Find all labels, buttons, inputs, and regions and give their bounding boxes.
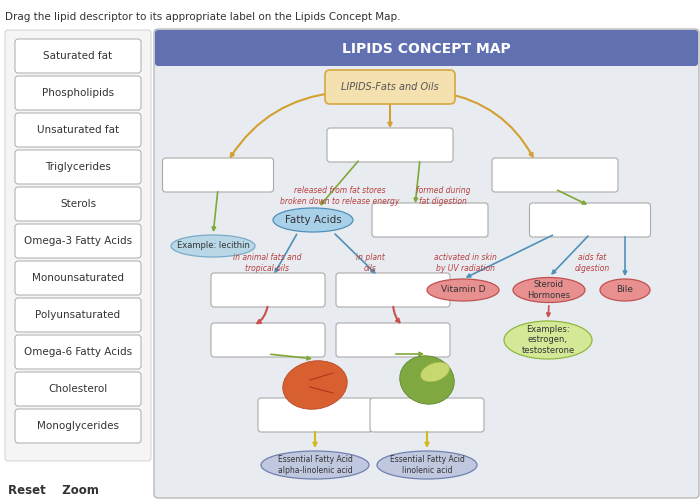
FancyBboxPatch shape [162, 158, 274, 192]
Text: Essential Fatty Acid
alpha-linolenic acid: Essential Fatty Acid alpha-linolenic aci… [278, 455, 352, 475]
Text: Cholesterol: Cholesterol [48, 384, 108, 394]
FancyBboxPatch shape [336, 273, 450, 307]
Text: Fatty Acids: Fatty Acids [285, 215, 342, 225]
FancyBboxPatch shape [15, 224, 141, 258]
Text: Monounsaturated: Monounsaturated [32, 273, 124, 283]
Ellipse shape [283, 361, 347, 409]
FancyBboxPatch shape [258, 398, 372, 432]
Text: Phospholipids: Phospholipids [42, 88, 114, 98]
Text: Vitamin D: Vitamin D [441, 286, 485, 294]
Text: LIPIDS CONCEPT MAP: LIPIDS CONCEPT MAP [342, 42, 510, 56]
Text: activated in skin
by UV radiation: activated in skin by UV radiation [433, 254, 496, 273]
Text: Triglycerides: Triglycerides [45, 162, 111, 172]
Text: Monoglycerides: Monoglycerides [37, 421, 119, 431]
Text: Steroid
Hormones: Steroid Hormones [527, 280, 570, 300]
Ellipse shape [600, 279, 650, 301]
FancyBboxPatch shape [15, 76, 141, 110]
FancyBboxPatch shape [15, 261, 141, 295]
Text: Bile: Bile [617, 286, 634, 294]
Text: in plant
oils: in plant oils [356, 254, 384, 273]
Text: Omega-3 Fatty Acids: Omega-3 Fatty Acids [24, 236, 132, 246]
FancyBboxPatch shape [211, 323, 325, 357]
Text: Reset    Zoom: Reset Zoom [8, 483, 99, 496]
FancyBboxPatch shape [154, 29, 699, 498]
Text: Drag the lipid descriptor to its appropriate label on the Lipids Concept Map.: Drag the lipid descriptor to its appropr… [5, 12, 400, 22]
Text: Example: lecithin: Example: lecithin [176, 241, 249, 250]
FancyBboxPatch shape [336, 323, 450, 357]
Ellipse shape [421, 362, 449, 382]
Ellipse shape [400, 356, 454, 404]
Ellipse shape [261, 451, 369, 479]
Text: Omega-6 Fatty Acids: Omega-6 Fatty Acids [24, 347, 132, 357]
FancyBboxPatch shape [15, 409, 141, 443]
FancyBboxPatch shape [529, 203, 650, 237]
Text: LIPIDS-Fats and Oils: LIPIDS-Fats and Oils [341, 82, 439, 92]
FancyBboxPatch shape [15, 39, 141, 73]
Text: released from fat stores
broken down to release energy: released from fat stores broken down to … [280, 186, 400, 206]
FancyBboxPatch shape [372, 203, 488, 237]
FancyBboxPatch shape [15, 150, 141, 184]
FancyBboxPatch shape [5, 30, 151, 461]
Ellipse shape [273, 208, 353, 232]
Ellipse shape [513, 278, 585, 302]
Ellipse shape [377, 451, 477, 479]
Ellipse shape [504, 321, 592, 359]
FancyBboxPatch shape [15, 372, 141, 406]
FancyBboxPatch shape [211, 273, 325, 307]
Text: Saturated fat: Saturated fat [43, 51, 113, 61]
FancyBboxPatch shape [370, 398, 484, 432]
Text: formed during
fat digestion: formed during fat digestion [416, 186, 470, 206]
FancyBboxPatch shape [155, 30, 698, 66]
FancyBboxPatch shape [327, 128, 453, 162]
Text: Unsaturated fat: Unsaturated fat [37, 125, 119, 135]
FancyBboxPatch shape [15, 298, 141, 332]
FancyBboxPatch shape [15, 113, 141, 147]
Text: Sterols: Sterols [60, 199, 96, 209]
Text: Essential Fatty Acid
linolenic acid: Essential Fatty Acid linolenic acid [390, 455, 464, 475]
Ellipse shape [427, 279, 499, 301]
Text: aids fat
digestion: aids fat digestion [575, 254, 610, 273]
Text: Examples:
estrogen,
testosterone: Examples: estrogen, testosterone [522, 325, 575, 355]
FancyBboxPatch shape [15, 187, 141, 221]
FancyBboxPatch shape [492, 158, 618, 192]
Text: in animal fats and
tropical oils: in animal fats and tropical oils [232, 254, 301, 273]
Text: Polyunsaturated: Polyunsaturated [36, 310, 120, 320]
FancyBboxPatch shape [15, 335, 141, 369]
FancyBboxPatch shape [325, 70, 455, 104]
Ellipse shape [171, 235, 255, 257]
